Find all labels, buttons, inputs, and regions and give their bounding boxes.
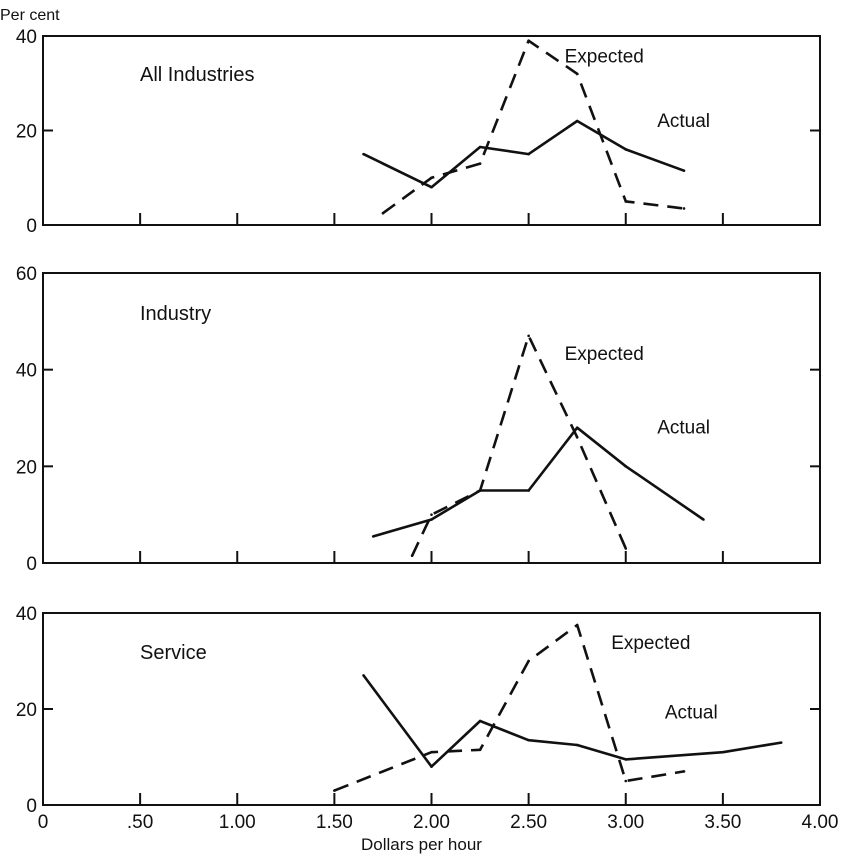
panel-title: Industry [140, 303, 211, 325]
data-point [575, 743, 579, 747]
data-point [527, 738, 530, 742]
data-point [624, 465, 628, 468]
data-point [624, 148, 628, 151]
x-tick-label: 1.00 [219, 812, 256, 833]
series-line-actual [362, 674, 782, 768]
data-point [624, 779, 628, 783]
data-point [430, 176, 433, 180]
data-point [478, 748, 482, 752]
x-tick-label: 3.50 [704, 812, 741, 833]
data-point [624, 547, 628, 550]
data-point [362, 674, 365, 677]
series-label-actual: Actual [657, 418, 710, 439]
x-tick-label: 3.00 [607, 812, 644, 833]
series-line-actual [362, 119, 685, 189]
data-point [430, 518, 433, 521]
x-tick-label: 4.00 [802, 812, 839, 833]
data-point [721, 750, 725, 754]
x-tick-label: .50 [127, 812, 153, 833]
data-point [624, 758, 628, 761]
data-point [527, 659, 530, 663]
series-label-expected: Expected [611, 633, 690, 654]
series-label-actual: Actual [657, 111, 710, 132]
data-point [478, 162, 482, 165]
x-tick-label: 0 [38, 812, 49, 833]
y-tick-label: 0 [26, 554, 37, 575]
panel-title: All Industries [140, 64, 255, 86]
data-point [478, 719, 482, 723]
data-point [430, 185, 433, 189]
data-point [575, 72, 579, 76]
data-point [575, 436, 579, 439]
panel-title: Service [140, 642, 207, 664]
x-axis-label: Dollars per hour [361, 835, 482, 854]
data-point [527, 39, 530, 43]
x-tick-label: 1.50 [316, 812, 353, 833]
y-tick-label: 40 [16, 361, 37, 382]
data-point [702, 518, 705, 521]
data-point [779, 741, 783, 744]
data-point [575, 623, 579, 627]
data-point [682, 169, 686, 172]
data-point [381, 211, 385, 215]
data-point [527, 152, 530, 156]
y-tick-label: 20 [16, 700, 37, 721]
series-line-expected [410, 334, 627, 557]
series-label-expected: Expected [565, 344, 644, 365]
series-line-actual [372, 426, 705, 538]
y-axis-label: Per cent [0, 7, 60, 24]
y-tick-label: 20 [16, 122, 37, 143]
data-point [478, 489, 482, 492]
data-point [527, 489, 530, 492]
series-label-expected: Expected [565, 47, 644, 68]
data-point [682, 207, 686, 210]
data-point [430, 765, 433, 768]
data-point [430, 750, 433, 754]
data-point [410, 554, 414, 558]
data-point [333, 789, 336, 792]
y-tick-label: 60 [16, 264, 37, 285]
data-point [682, 770, 686, 773]
data-point [430, 513, 433, 516]
y-tick-label: 0 [26, 796, 37, 817]
data-point [371, 535, 375, 538]
x-tick-label: 2.50 [510, 812, 547, 833]
y-tick-label: 0 [26, 216, 37, 237]
data-point [575, 426, 579, 429]
data-point [478, 145, 482, 149]
data-point [362, 152, 365, 156]
y-tick-label: 40 [16, 604, 37, 625]
y-tick-label: 40 [16, 27, 37, 48]
series-label-actual: Actual [665, 703, 718, 724]
data-point [624, 200, 628, 203]
data-point [527, 334, 530, 338]
data-point [575, 119, 579, 123]
y-tick-label: 20 [16, 457, 37, 478]
x-tick-label: 2.00 [413, 812, 450, 833]
